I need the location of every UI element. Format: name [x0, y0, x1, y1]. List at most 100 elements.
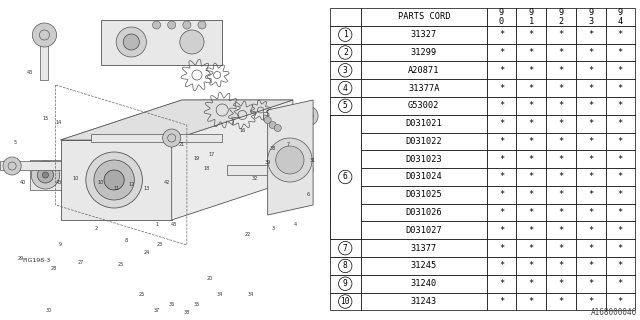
Bar — [516, 132, 546, 150]
Bar — [486, 204, 516, 221]
Bar — [546, 275, 576, 292]
Bar — [605, 204, 636, 221]
Text: *: * — [529, 261, 534, 270]
Bar — [516, 204, 546, 221]
Circle shape — [31, 161, 60, 189]
Bar — [486, 132, 516, 150]
Bar — [576, 204, 605, 221]
Bar — [330, 115, 361, 239]
Bar — [546, 221, 576, 239]
Text: *: * — [499, 155, 504, 164]
Bar — [330, 79, 361, 97]
Bar — [361, 115, 486, 132]
Text: 12: 12 — [128, 182, 134, 188]
Text: *: * — [588, 172, 593, 181]
Bar — [486, 168, 516, 186]
Text: *: * — [529, 226, 534, 235]
Bar — [576, 257, 605, 275]
Bar — [486, 44, 516, 61]
Bar — [576, 168, 605, 186]
Text: *: * — [529, 48, 534, 57]
Text: *: * — [529, 101, 534, 110]
Text: *: * — [558, 137, 564, 146]
Circle shape — [32, 23, 56, 47]
Text: *: * — [558, 48, 564, 57]
Text: *: * — [499, 119, 504, 128]
Bar — [361, 204, 486, 221]
Bar — [546, 79, 576, 97]
Bar — [361, 132, 486, 150]
Text: 15: 15 — [42, 116, 49, 121]
Text: 42: 42 — [164, 180, 170, 185]
Text: *: * — [588, 244, 593, 253]
Bar — [361, 97, 486, 115]
Text: *: * — [529, 66, 534, 75]
Text: 35: 35 — [194, 302, 200, 308]
Text: *: * — [618, 297, 623, 306]
Text: 38: 38 — [269, 146, 276, 150]
Bar — [576, 150, 605, 168]
Text: *: * — [588, 30, 593, 39]
Bar — [605, 221, 636, 239]
Bar — [486, 97, 516, 115]
Text: *: * — [499, 172, 504, 181]
Circle shape — [180, 30, 204, 54]
Bar — [330, 132, 361, 150]
Bar — [516, 44, 546, 61]
Text: D031024: D031024 — [406, 172, 442, 181]
Bar — [486, 115, 516, 132]
Text: *: * — [558, 190, 564, 199]
Text: 38: 38 — [184, 309, 190, 315]
Text: 13: 13 — [143, 186, 150, 190]
Bar — [516, 168, 546, 186]
Text: *: * — [499, 279, 504, 288]
Text: *: * — [618, 208, 623, 217]
Bar — [0, 161, 61, 170]
Bar — [576, 239, 605, 257]
Bar — [546, 61, 576, 79]
Bar — [486, 150, 516, 168]
Text: 9
2: 9 2 — [558, 8, 564, 26]
Text: 39: 39 — [264, 159, 271, 164]
Text: G53002: G53002 — [408, 101, 440, 110]
Circle shape — [274, 124, 282, 132]
Bar — [546, 186, 576, 204]
Text: *: * — [558, 226, 564, 235]
Text: *: * — [588, 155, 593, 164]
Text: *: * — [588, 137, 593, 146]
Text: *: * — [529, 297, 534, 306]
Circle shape — [168, 21, 176, 29]
Text: *: * — [529, 155, 534, 164]
Bar — [330, 150, 361, 168]
Text: *: * — [588, 119, 593, 128]
Text: 6: 6 — [307, 193, 310, 197]
Text: 4: 4 — [343, 84, 348, 92]
Text: *: * — [558, 84, 564, 92]
Bar — [330, 275, 361, 292]
Text: 23: 23 — [156, 243, 163, 247]
Text: 16: 16 — [239, 127, 246, 132]
Text: *: * — [588, 261, 593, 270]
Circle shape — [124, 34, 140, 50]
Text: 14: 14 — [56, 119, 61, 124]
Bar — [330, 168, 361, 186]
Text: 5: 5 — [13, 140, 17, 146]
Circle shape — [269, 122, 276, 129]
Text: *: * — [499, 244, 504, 253]
Text: *: * — [499, 208, 504, 217]
Polygon shape — [61, 100, 293, 140]
Bar — [486, 221, 516, 239]
Bar — [546, 132, 576, 150]
Polygon shape — [61, 100, 293, 140]
Text: D031022: D031022 — [406, 137, 442, 146]
Bar — [330, 239, 361, 257]
Text: 25: 25 — [138, 292, 145, 298]
Bar — [516, 97, 546, 115]
Text: *: * — [558, 172, 564, 181]
Bar — [330, 204, 361, 221]
Text: 28: 28 — [51, 266, 57, 270]
Text: 27: 27 — [77, 260, 84, 265]
Bar — [516, 275, 546, 292]
Text: *: * — [529, 279, 534, 288]
Bar — [330, 8, 361, 26]
